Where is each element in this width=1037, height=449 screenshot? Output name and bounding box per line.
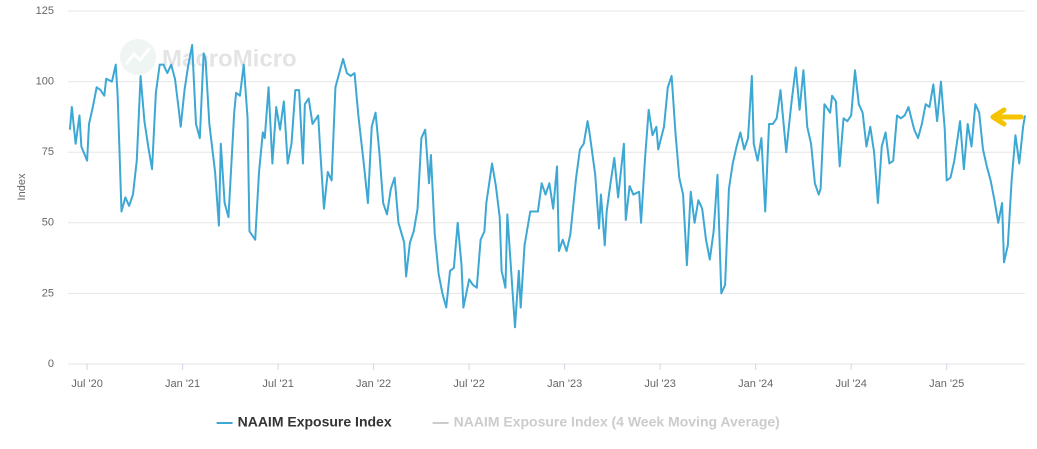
watermark-text: MacroMicro xyxy=(162,45,297,72)
y-tick-label: 100 xyxy=(36,76,54,88)
y-tick-label: 125 xyxy=(36,5,54,17)
legend-label: NAAIM Exposure Index (4 Week Moving Aver… xyxy=(454,414,780,430)
grid: 0 25 50 75 100 125 Jul '20 Jan '21 Jul '21 Jan '2… xyxy=(36,5,1025,390)
legend: NAAIM Exposure Index NAAIM Exposure Index… xyxy=(216,414,780,430)
annotation-arrow xyxy=(990,107,1024,127)
x-tick-label: Jan '23 xyxy=(547,378,582,390)
y-tick-label: 75 xyxy=(42,146,54,158)
plot xyxy=(68,43,1026,329)
legend-label: NAAIM Exposure Index xyxy=(238,414,392,430)
legend-item[interactable]: NAAIM Exposure Index (4 Week Moving Aver… xyxy=(432,414,780,430)
legend-item[interactable]: NAAIM Exposure Index xyxy=(216,414,392,430)
x-tick-label: Jul '21 xyxy=(262,378,293,390)
data-line xyxy=(68,43,1026,329)
x-tick-label: Jul '22 xyxy=(453,378,484,390)
x-tick-label: Jul '24 xyxy=(835,378,866,390)
x-tick-label: Jan '24 xyxy=(738,378,773,390)
watermark-logo-mark xyxy=(124,47,152,65)
x-tick-label: Jan '21 xyxy=(165,378,200,390)
y-tick-label: 25 xyxy=(42,287,54,299)
x-tick-label: Jul '20 xyxy=(71,378,102,390)
x-tick-label: Jan '25 xyxy=(929,378,964,390)
watermark: MacroMicro xyxy=(120,39,297,75)
y-tick-label: 50 xyxy=(42,217,54,229)
y-axis-label: Index xyxy=(16,173,28,200)
x-tick-label: Jul '23 xyxy=(644,378,675,390)
x-tick-label: Jan '22 xyxy=(356,378,391,390)
y-tick-label: 0 xyxy=(48,358,54,370)
